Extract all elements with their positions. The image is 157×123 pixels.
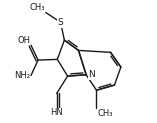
Text: S: S	[58, 18, 63, 27]
Text: NH₂: NH₂	[14, 71, 30, 80]
Text: N: N	[88, 70, 95, 79]
Text: HN: HN	[50, 108, 63, 117]
Text: CH₃: CH₃	[97, 109, 113, 118]
Text: OH: OH	[17, 36, 30, 45]
Text: CH₃: CH₃	[30, 3, 45, 12]
